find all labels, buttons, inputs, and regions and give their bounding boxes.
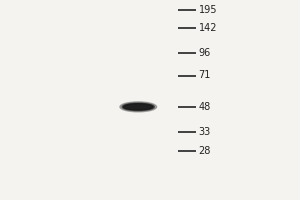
Text: 142: 142	[199, 23, 217, 33]
Ellipse shape	[124, 104, 153, 110]
Text: 71: 71	[199, 71, 211, 80]
Ellipse shape	[122, 103, 154, 111]
Text: 33: 33	[199, 127, 211, 137]
Text: 48: 48	[199, 102, 211, 112]
Text: 195: 195	[199, 5, 217, 15]
Text: 28: 28	[199, 146, 211, 156]
Text: 96: 96	[199, 48, 211, 58]
Ellipse shape	[120, 102, 157, 112]
